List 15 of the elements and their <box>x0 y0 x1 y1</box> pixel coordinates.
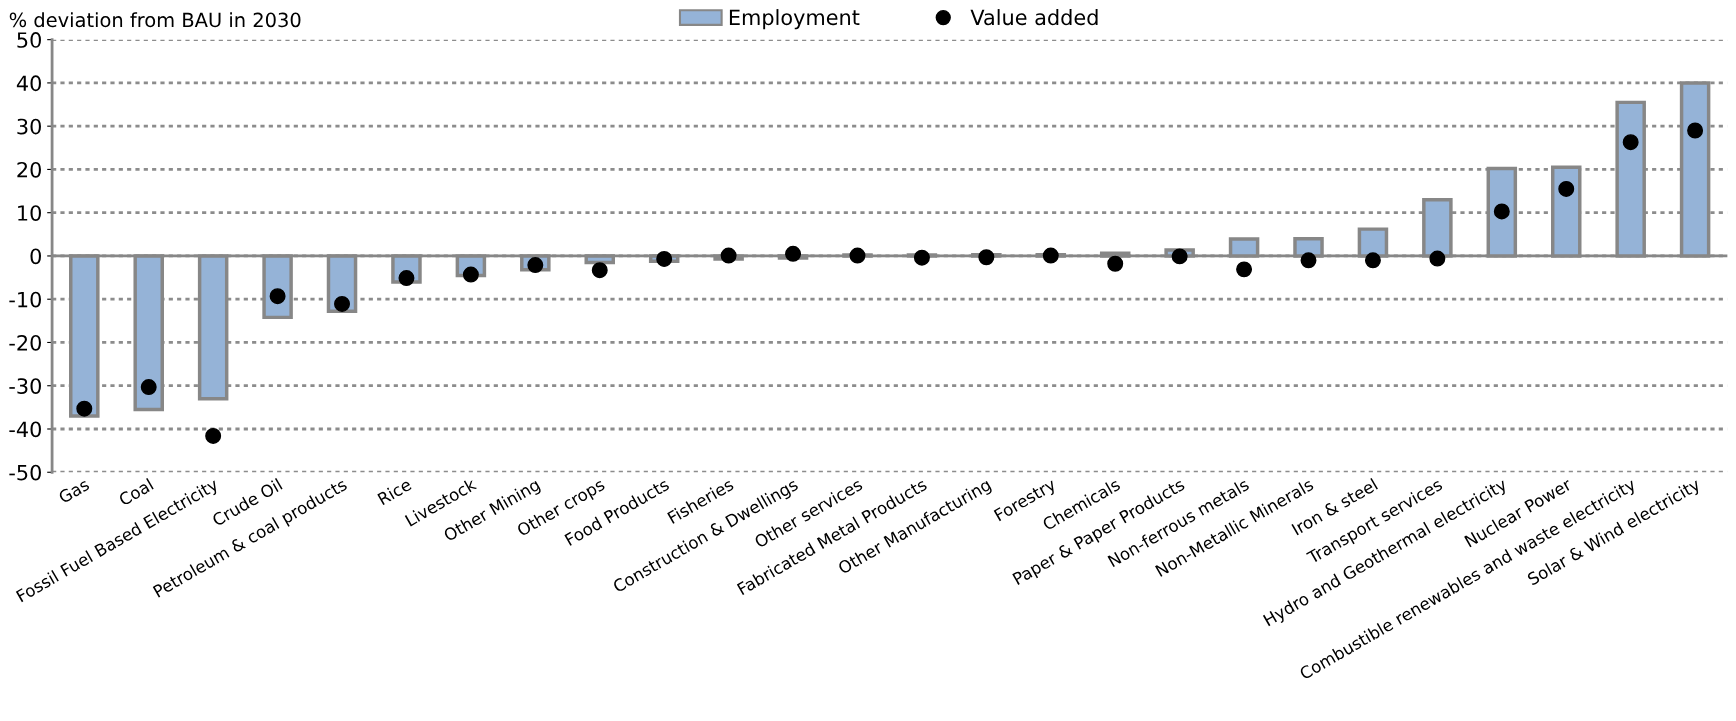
y-tick-label: 0 <box>30 248 41 265</box>
y-tick-label: 50 <box>17 32 41 48</box>
y-tick-label: -50 <box>9 464 41 481</box>
legend-label: Value added <box>970 9 1098 26</box>
y-axis-title: % deviation from BAU in 2030 <box>9 12 301 28</box>
y-tick-label: 20 <box>17 161 41 178</box>
y-tick-label: 10 <box>18 205 41 221</box>
y-tick-label: 30 <box>17 118 41 135</box>
y-tick-label: -40 <box>9 421 41 438</box>
y-tick-label: -10 <box>9 291 41 308</box>
legend-label: Employment <box>729 9 860 30</box>
y-tick-label: -20 <box>9 334 41 351</box>
x-tick-label: Gas <box>57 477 91 504</box>
y-tick-label: 40 <box>16 75 41 92</box>
y-tick-label: -30 <box>9 378 41 394</box>
